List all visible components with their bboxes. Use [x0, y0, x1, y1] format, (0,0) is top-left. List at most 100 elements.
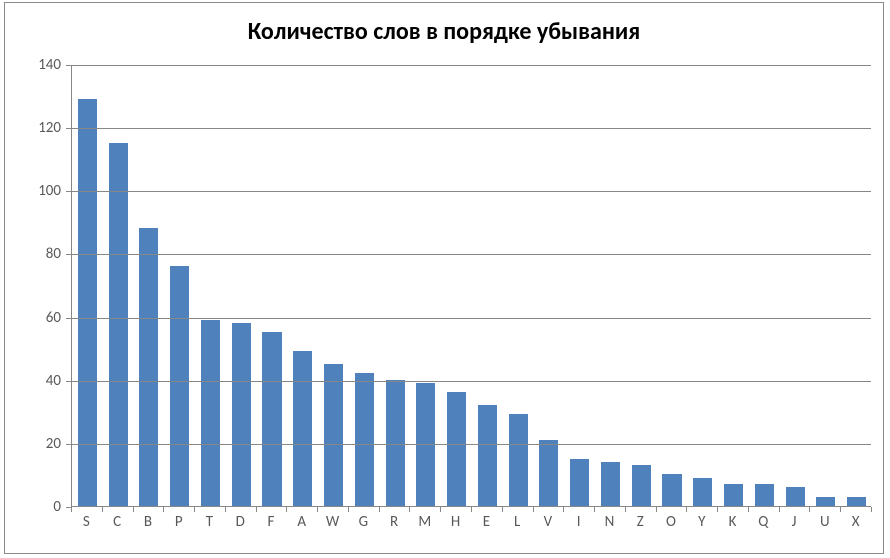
gridline [72, 444, 871, 445]
bar [847, 497, 866, 506]
bar [755, 484, 774, 506]
x-tick-mark [409, 507, 410, 512]
bar [632, 465, 651, 506]
x-tick-label: P [175, 513, 183, 531]
x-tick-mark [163, 507, 164, 512]
bar [355, 373, 374, 506]
bar [662, 474, 681, 506]
bar [478, 405, 497, 506]
bar [601, 462, 620, 506]
chart-frame: Количество слов в порядке убывания 0 20 40… [4, 2, 884, 554]
x-tick-mark [779, 507, 780, 512]
x-tick-mark [71, 507, 72, 512]
gridline [72, 254, 871, 255]
x-tick-mark [717, 507, 718, 512]
bar [539, 440, 558, 506]
x-tick-mark [840, 507, 841, 512]
x-tick-label: Y [698, 513, 705, 531]
x-tick-mark [809, 507, 810, 512]
x-tick-mark [594, 507, 595, 512]
gridline [72, 191, 871, 192]
x-tick-mark [563, 507, 564, 512]
bar [324, 364, 343, 506]
gridline [72, 318, 871, 319]
x-tick-label: V [544, 513, 553, 531]
y-tick-label: 100 [5, 182, 61, 200]
x-tick-mark [102, 507, 103, 512]
y-tick-label: 20 [5, 435, 61, 453]
gridline [72, 381, 871, 382]
x-tick-label: Z [637, 513, 644, 531]
bar [570, 459, 589, 506]
bar [201, 320, 220, 506]
x-tick-mark [533, 507, 534, 512]
x-tick-mark [225, 507, 226, 512]
x-tick-label: B [144, 513, 152, 531]
y-tick-mark [66, 128, 71, 129]
x-tick-label: R [390, 513, 398, 531]
x-tick-mark [194, 507, 195, 512]
x-tick-label: H [451, 513, 460, 531]
x-tick-label: O [666, 513, 676, 531]
x-tick-mark [656, 507, 657, 512]
x-tick-label: I [577, 513, 581, 531]
x-tick-mark [379, 507, 380, 512]
x-tick-mark [317, 507, 318, 512]
bar [232, 323, 251, 506]
x-tick-label: U [820, 513, 830, 531]
x-tick-label: D [236, 513, 245, 531]
y-tick-label: 120 [5, 119, 61, 137]
bar [724, 484, 743, 506]
x-tick-mark [440, 507, 441, 512]
x-tick-mark [133, 507, 134, 512]
x-tick-mark [625, 507, 626, 512]
bars-container [72, 65, 871, 506]
y-tick-mark [66, 318, 71, 319]
x-tick-mark [871, 507, 872, 512]
x-tick-label: F [268, 513, 275, 531]
x-tick-label: G [359, 513, 368, 531]
bar [693, 478, 712, 506]
bar [78, 99, 97, 506]
y-tick-label: 40 [5, 372, 61, 390]
x-tick-label: N [605, 513, 615, 531]
bar [139, 228, 158, 506]
bar [170, 266, 189, 506]
x-tick-label: W [326, 513, 339, 531]
bar [447, 392, 466, 506]
x-tick-mark [502, 507, 503, 512]
x-tick-label: C [113, 513, 121, 531]
x-tick-label: E [483, 513, 490, 531]
y-tick-mark [66, 444, 71, 445]
bar [293, 351, 312, 506]
x-tick-mark [471, 507, 472, 512]
y-tick-mark [66, 254, 71, 255]
bar [509, 414, 528, 506]
y-tick-label: 60 [5, 309, 61, 327]
gridline [72, 128, 871, 129]
bar [786, 487, 805, 506]
x-tick-label: S [83, 513, 90, 531]
x-tick-label: A [297, 513, 306, 531]
x-tick-label: T [206, 513, 213, 531]
x-tick-label: L [514, 513, 520, 531]
y-tick-mark [66, 381, 71, 382]
y-tick-mark [66, 191, 71, 192]
x-tick-label: J [792, 513, 797, 531]
y-tick-label: 0 [5, 498, 61, 516]
bar [262, 332, 281, 506]
bar [816, 497, 835, 506]
y-tick-mark [66, 65, 71, 66]
x-tick-label: K [729, 513, 737, 531]
bar [109, 143, 128, 506]
gridline [72, 65, 871, 66]
x-tick-mark [286, 507, 287, 512]
y-tick-label: 80 [5, 245, 61, 263]
y-tick-label: 140 [5, 56, 61, 74]
plot-area [71, 65, 871, 507]
chart-title: Количество слов в порядке убывания [5, 17, 883, 46]
x-tick-mark [686, 507, 687, 512]
x-tick-label: M [418, 513, 431, 531]
x-tick-label: X [852, 513, 860, 531]
x-tick-mark [256, 507, 257, 512]
